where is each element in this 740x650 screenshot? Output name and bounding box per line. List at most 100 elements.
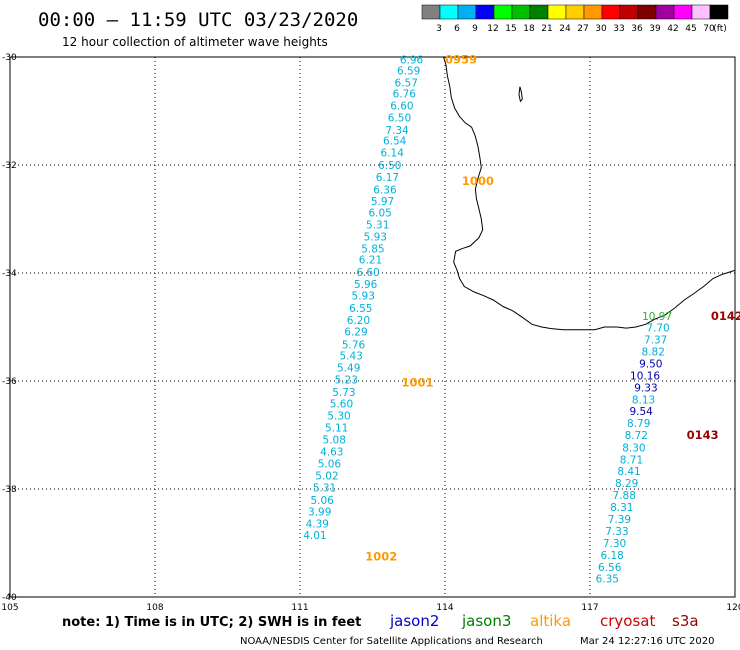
legend-swatch [637,4,657,20]
legend-swatch [511,4,531,20]
lat-tick-label: -40 [2,593,17,603]
wave-height-value: 4.39 [306,519,329,531]
legend-label: 39 [649,24,661,34]
legend-swatch [547,4,567,20]
lon-tick-label: 108 [146,603,163,613]
footer-note: note: 1) Time is in UTC; 2) SWH is in fe… [62,615,361,630]
wave-height-value: 6.59 [397,66,420,78]
wave-height-value: 6.05 [368,208,391,220]
gridlines [10,57,735,597]
wave-height-value: 8.82 [642,346,665,358]
pass-time-label: 0142 [711,309,740,323]
wave-height-value: 5.06 [318,459,342,471]
wave-height-value: 6.14 [381,148,405,160]
wave-height-value: 7.70 [646,323,669,335]
wave-height-value: 8.13 [632,394,655,406]
track-east: 10.977.707.378.829.5010.169.338.139.548.… [596,311,673,585]
legend-label: 18 [523,24,535,34]
wave-height-value: 5.49 [337,363,360,375]
credit-text: NOAA/NESDIS Center for Satellite Applica… [240,636,543,647]
satellite-name: jason3 [461,612,511,630]
legend-label: 24 [559,24,571,34]
legend-label: 30 [595,24,607,34]
coastline [443,56,736,331]
legend-label: 33 [613,24,624,34]
wave-height-value: 8.71 [620,454,643,466]
satellite-legend: jason2 jason3 altika cryosat s3a [389,612,699,630]
pass-time-label: 1002 [365,550,397,564]
wave-height-value: 5.31 [366,219,389,231]
map-title: 00:00 – 11:59 UTC 03/23/2020 [38,9,358,31]
legend-swatch [565,4,585,20]
legend-label: 36 [631,24,643,34]
wave-height-value: 5.73 [332,387,355,399]
wave-height-value: 7.34 [385,125,409,137]
wave-height-value: 5.93 [364,231,387,243]
wave-height-value: 6.60 [390,101,413,113]
lat-tick-label: -30 [2,53,17,63]
wave-height-value: 5.02 [315,471,338,483]
wave-height-value: 8.31 [610,502,633,514]
wave-height-value: 6.20 [347,315,370,327]
wave-height-value: 5.08 [323,434,346,446]
legend-label: 9 [472,24,478,34]
wave-height-value: 5.60 [330,399,353,411]
legend-swatch [673,4,693,20]
wave-height-value: 9.50 [639,359,662,371]
wave-height-value: 3.99 [308,507,331,519]
wave-height-value: 5.11 [325,422,348,434]
legend-swatch [493,4,513,20]
wave-height-value: 6.76 [393,89,417,101]
wave-height-value: 6.50 [378,160,401,172]
wave-height-value: 6.17 [376,172,399,184]
lon-tick-label: 114 [436,603,453,613]
wave-height-value: 7.88 [613,490,636,502]
color-legend: 3 6 9 12 15 18 21 24 27 30 33 36 39 42 45 70(ft) [421,4,729,34]
wave-height-value: 6.21 [359,255,382,267]
pass-time-label: 1001 [402,376,434,390]
wave-height-value: 8.72 [625,430,648,442]
wave-height-value: 8.79 [627,418,650,430]
wave-height-value: 5.31 [313,482,336,494]
satellite-name: s3a [672,612,699,630]
lon-tick-label: 111 [291,603,308,613]
wave-height-value: 5.30 [327,411,350,423]
wave-height-value: 6.56 [598,562,622,574]
legend-unit: (ft) [713,24,727,34]
wave-height-value: 9.33 [634,382,657,394]
wave-height-value: 4.63 [320,447,343,459]
wave-height-value: 6.29 [344,326,367,338]
wave-height-value: 5.76 [342,339,366,351]
legend-label: 42 [667,24,678,34]
wave-height-value: 6.54 [383,136,407,148]
legend-swatch [439,4,459,20]
legend-label: 15 [505,24,516,34]
legend-label: 45 [685,24,696,34]
wave-height-value: 9.54 [629,406,653,418]
lon-tick-label: 105 [1,603,18,613]
legend-swatch [619,4,639,20]
lon-tick-label: 117 [581,603,598,613]
satellite-name: jason2 [389,612,439,630]
wave-height-value: 8.30 [622,442,645,454]
lat-tick-label: -32 [2,161,17,171]
legend-swatch [457,4,477,20]
legend-label: 3 [436,24,442,34]
pass-time-label: 0959 [445,53,477,67]
wave-height-value: 7.39 [608,514,631,526]
island-outline [518,86,523,103]
legend-swatch [475,4,495,20]
wave-height-value: 5.43 [339,351,362,363]
legend-swatch [691,4,711,20]
legend-label: 27 [577,24,588,34]
wave-height-value: 6.50 [388,112,411,124]
wave-height-value: 5.96 [354,279,378,291]
satellite-name: altika [530,612,571,630]
wave-height-value: 6.60 [356,267,379,279]
legend-label: 70 [703,24,715,34]
timestamp: Mar 24 12:27:16 UTC 2020 [580,636,715,647]
satellite-name: cryosat [600,612,655,630]
legend-swatch [529,4,549,20]
wave-height-value: 6.35 [596,574,619,586]
